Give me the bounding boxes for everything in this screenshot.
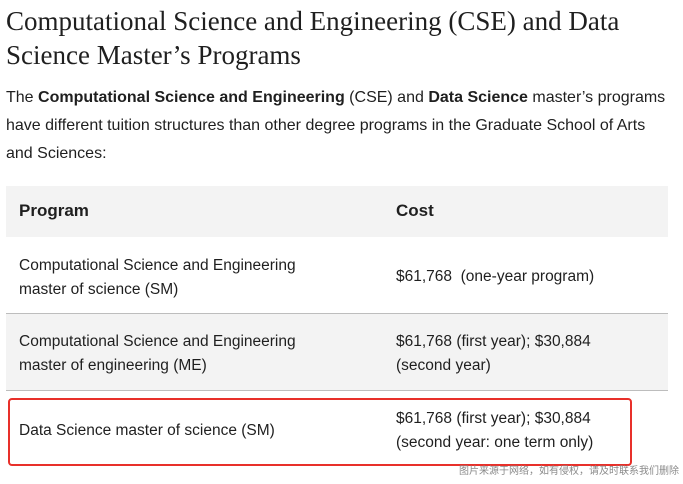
program-cell-line1: Data Science master of science (SM) — [19, 422, 275, 439]
intro-paragraph: The Computational Science and Engineerin… — [6, 84, 666, 168]
table-header: Program Cost — [6, 186, 668, 237]
intro-bold-data-science: Data Science — [428, 89, 528, 106]
cost-cell-line1: $61,768 (first year); $30,884 — [396, 333, 591, 350]
cost-cell-line2: (second year: one term only) — [396, 434, 594, 451]
tuition-table: Program Cost Computational Science and E… — [6, 186, 668, 468]
intro-bold-cse: Computational Science and Engineering — [38, 89, 345, 106]
intro-text-3: master’s programs have different tuition… — [6, 89, 666, 162]
watermark-text: 图片来源于网络，如有侵权，请及时联系我们删除 — [459, 466, 679, 477]
program-cell-line2: master of engineering (ME) — [19, 357, 207, 374]
program-cell-line1: Computational Science and Engineering — [19, 333, 296, 350]
highlight-box — [8, 398, 632, 466]
program-cell-line2: master of science (SM) — [19, 281, 179, 298]
header-cost: Cost — [396, 201, 434, 220]
table-row: Computational Science and Engineering ma… — [6, 314, 668, 391]
intro-text-2: (CSE) and — [344, 89, 429, 106]
cost-cell-line2: (second year) — [396, 357, 491, 374]
table-row: Computational Science and Engineering ma… — [6, 237, 668, 314]
table-row: Data Science master of science (SM) $61,… — [6, 391, 668, 468]
program-cell-line1: Computational Science and Engineering — [19, 257, 296, 274]
intro-text-1: The — [6, 89, 39, 106]
header-program: Program — [19, 201, 89, 220]
cost-cell-line1: $61,768 (first year); $30,884 — [396, 410, 591, 427]
cost-cell-line1: $61,768 (one-year program) — [396, 268, 595, 285]
page-title: Computational Science and Engineering (C… — [6, 6, 620, 70]
